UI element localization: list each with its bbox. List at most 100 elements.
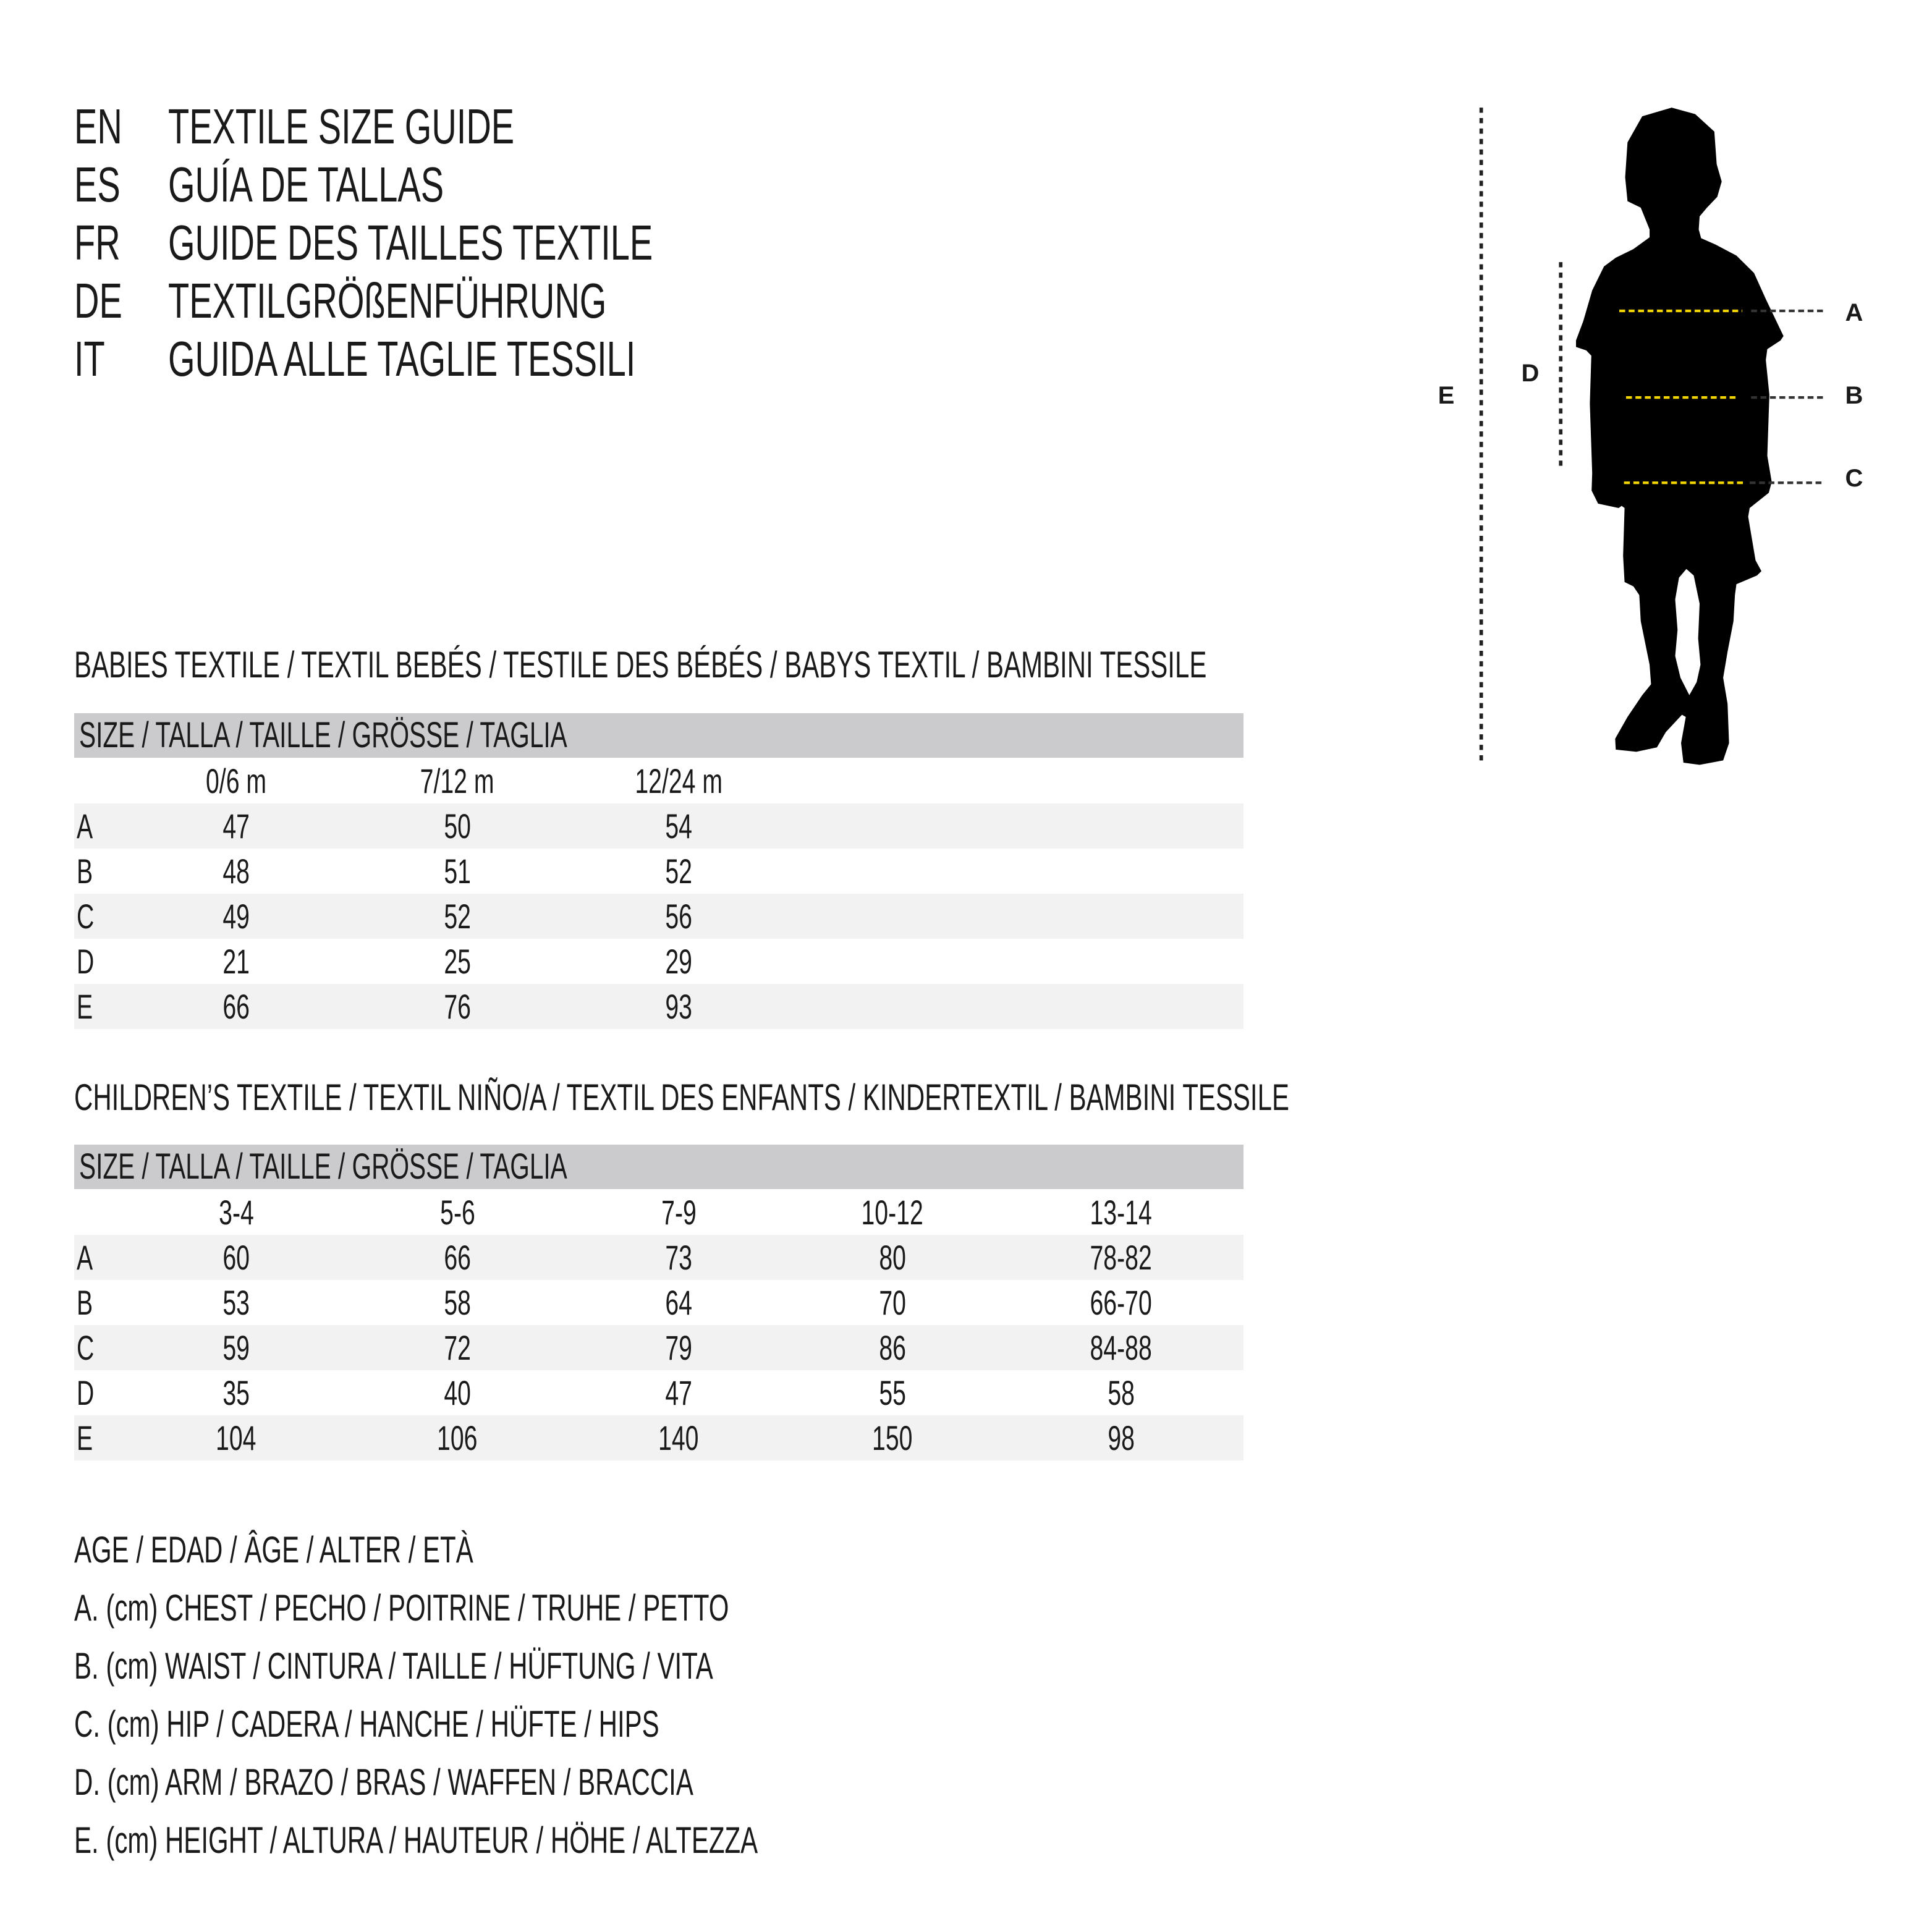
table-cell-text: 50 (444, 807, 471, 845)
table-cell: 56 (586, 894, 771, 939)
babies-heading: BABIES TEXTILE / TEXTIL BEBÉS / TESTILE … (74, 640, 1692, 690)
table-row: E 104 106 140 150 98 (74, 1415, 1244, 1460)
table-cell: 52 (365, 894, 550, 939)
table-cell-text: 66 (444, 1238, 471, 1277)
row-label-text: E (77, 987, 93, 1026)
table-cell: 40 (365, 1370, 550, 1415)
title-text: GUÍA DE TALLAS (168, 157, 444, 212)
lang-code: FR (74, 215, 121, 270)
table-cell: 48 (143, 849, 329, 894)
table-cell: 49 (143, 894, 329, 939)
table-cell: 79 (586, 1325, 771, 1370)
table-cell-text: 72 (444, 1328, 471, 1367)
legend-text: B. (cm) WAIST / CINTURA / TAILLE / HÜFTU… (74, 1645, 713, 1687)
table-cell: 93 (586, 984, 771, 1029)
table-cell-text: 78-82 (1090, 1238, 1153, 1277)
table-cell-text: 140 (658, 1418, 699, 1457)
table-cell: 104 (143, 1415, 329, 1460)
table-cell: 76 (365, 984, 550, 1029)
size-header-text: SIZE / TALLA / TAILLE / GRÖSSE / TAGLIA (79, 1146, 567, 1187)
row-label: E (77, 984, 100, 1029)
legend-hip: C. (cm) HIP / CADERA / HANCHE / HÜFTE / … (74, 1695, 910, 1753)
size-header: SIZE / TALLA / TAILLE / GRÖSSE / TAGLIA (74, 713, 1244, 758)
table-cell: 53 (143, 1280, 329, 1325)
size-header: SIZE / TALLA / TAILLE / GRÖSSE / TAGLIA (74, 1145, 1244, 1189)
row-label: E (77, 1415, 100, 1460)
table-cell-text: 73 (665, 1238, 692, 1277)
table-cell: 55 (800, 1370, 985, 1415)
table-cell-text: 58 (1108, 1373, 1135, 1412)
table-row: B 48 51 52 (74, 849, 1244, 894)
table-cell-text: 54 (665, 807, 692, 845)
column-header-text: 0/6 m (205, 761, 267, 800)
table-cell: 59 (143, 1325, 329, 1370)
size-header-text: SIZE / TALLA / TAILLE / GRÖSSE / TAGLIA (79, 715, 567, 755)
table-cell-text: 98 (1108, 1418, 1135, 1457)
column-header-row: 0/6 m 7/12 m 12/24 m (74, 758, 1244, 803)
table-cell: 47 (586, 1370, 771, 1415)
table-cell: 72 (365, 1325, 550, 1370)
table-cell-text: 53 (222, 1283, 250, 1322)
label-d: D (1521, 360, 1540, 387)
table-cell-text: 64 (665, 1283, 692, 1322)
table-cell-text: 47 (665, 1373, 692, 1412)
legend-arm: D. (cm) ARM / BRAZO / BRAS / WAFFEN / BR… (74, 1753, 959, 1811)
row-label-text: A (77, 1238, 93, 1277)
table-cell: 25 (365, 939, 550, 984)
column-header-text: 13-14 (1090, 1193, 1153, 1232)
column-header-text: 10-12 (861, 1193, 924, 1232)
table-cell: 58 (365, 1280, 550, 1325)
table-cell-text: 66-70 (1090, 1283, 1153, 1322)
column-header-row: 3-4 5-6 7-9 10-12 13-14 (74, 1190, 1244, 1235)
column-header: 5-6 (365, 1190, 550, 1235)
column-header-text: 12/24 m (635, 761, 722, 800)
column-header: 7/12 m (365, 758, 550, 803)
table-cell-text: 93 (665, 987, 692, 1026)
table-cell: 106 (365, 1415, 550, 1460)
table-cell: 86 (800, 1325, 985, 1370)
table-cell: 150 (800, 1415, 985, 1460)
table-cell-text: 56 (665, 897, 692, 936)
row-label-text: D (77, 1373, 95, 1412)
table-cell: 21 (143, 939, 329, 984)
table-cell: 66 (143, 984, 329, 1029)
title-text: TEXTILGRÖßENFÜHRUNG (168, 273, 607, 328)
row-label: A (77, 803, 100, 849)
row-label-text: E (77, 1418, 93, 1457)
lang-code: DE (74, 273, 122, 328)
table-cell-text: 80 (879, 1238, 906, 1277)
legend-text: C. (cm) HIP / CADERA / HANCHE / HÜFTE / … (74, 1703, 659, 1745)
label-e: E (1438, 382, 1455, 409)
column-header: 7-9 (586, 1190, 771, 1235)
table-cell: 51 (365, 849, 550, 894)
table-cell: 54 (586, 803, 771, 849)
row-label-text: A (77, 807, 93, 845)
table-cell-text: 86 (879, 1328, 906, 1367)
table-cell-text: 84-88 (1090, 1328, 1153, 1367)
table-cell-text: 70 (879, 1283, 906, 1322)
table-row: D 35 40 47 55 58 (74, 1370, 1244, 1415)
table-cell: 78-82 (1028, 1235, 1214, 1280)
table-cell-text: 52 (665, 852, 692, 891)
column-header: 10-12 (800, 1190, 985, 1235)
row-label: A (77, 1235, 100, 1280)
table-cell-text: 66 (222, 987, 250, 1026)
silhouette-body (1576, 108, 1784, 765)
row-label-text: B (77, 852, 93, 891)
table-cell: 70 (800, 1280, 985, 1325)
table-cell-text: 48 (222, 852, 250, 891)
table-cell-text: 40 (444, 1373, 471, 1412)
table-cell-text: 51 (444, 852, 471, 891)
table-cell: 58 (1028, 1370, 1214, 1415)
column-header: 12/24 m (586, 758, 771, 803)
column-header-text: 7/12 m (420, 761, 494, 800)
table-cell: 66-70 (1028, 1280, 1214, 1325)
legend-height: E. (cm) HEIGHT / ALTURA / HAUTEUR / HÖHE… (74, 1811, 1051, 1870)
legend-age: AGE / EDAD / ÂGE / ALTER / ETÀ (74, 1521, 644, 1579)
label-c: C (1845, 465, 1863, 492)
table-cell: 98 (1028, 1415, 1214, 1460)
table-cell: 35 (143, 1370, 329, 1415)
babies-heading-text: BABIES TEXTILE / TEXTIL BEBÉS / TESTILE … (74, 644, 1207, 685)
lang-code: EN (74, 99, 122, 154)
table-cell-text: 52 (444, 897, 471, 936)
